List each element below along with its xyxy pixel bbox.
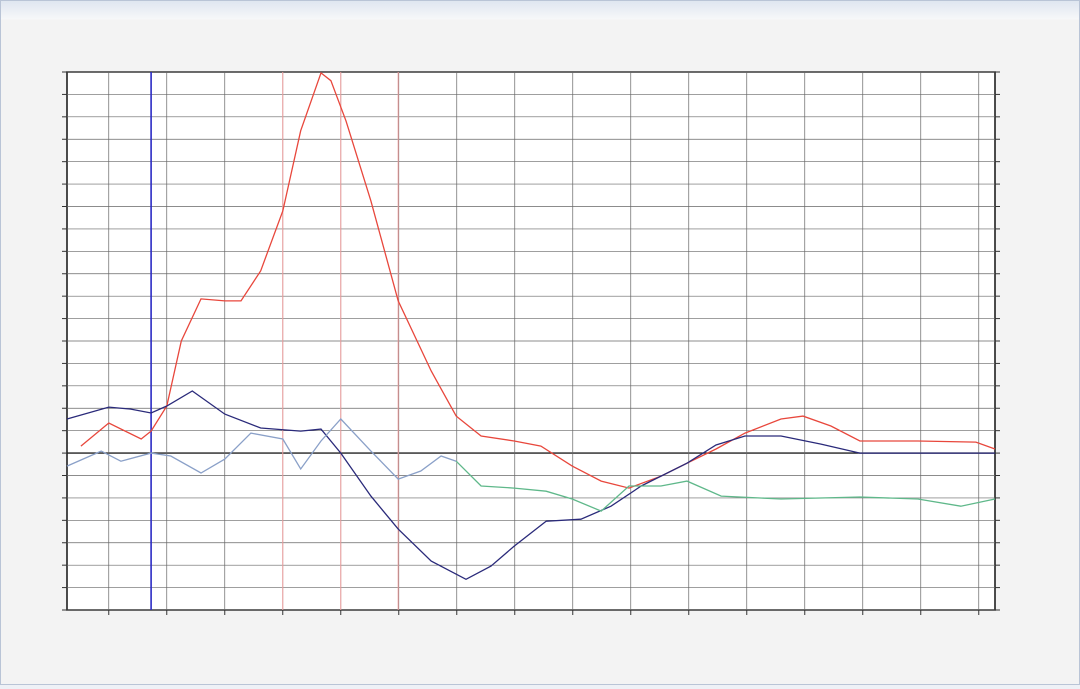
- data-line: [80, 71, 996, 489]
- data-line: [66, 418, 457, 480]
- data-line: [66, 390, 995, 581]
- data-line: [455, 460, 996, 512]
